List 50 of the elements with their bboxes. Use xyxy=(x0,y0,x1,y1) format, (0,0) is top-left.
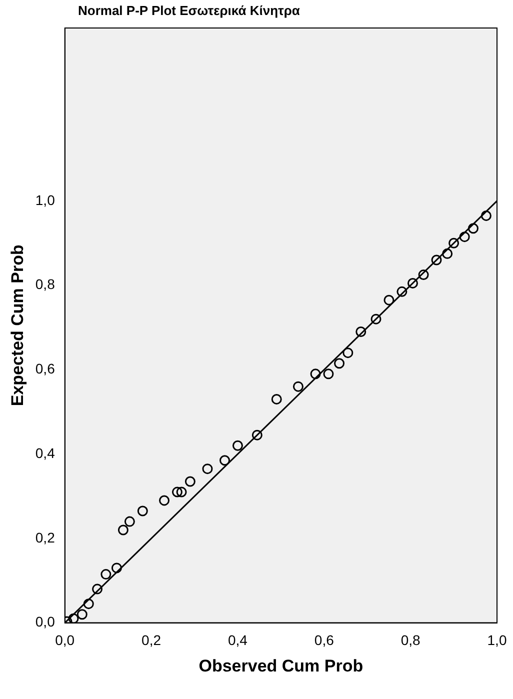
point xyxy=(68,613,79,623)
point xyxy=(232,440,243,451)
x-tick-label: 0,4 xyxy=(228,632,248,648)
point xyxy=(418,270,429,280)
point xyxy=(384,294,394,306)
chart-title: Normal P-P Plot Εσωτερικά Κίνητρα xyxy=(78,3,300,18)
point xyxy=(431,254,442,266)
point xyxy=(292,381,304,392)
point xyxy=(118,524,128,536)
point xyxy=(202,464,213,474)
point xyxy=(323,368,334,380)
point xyxy=(176,486,187,498)
x-tick-label: 0,8 xyxy=(400,632,421,648)
point xyxy=(111,562,122,574)
point xyxy=(310,368,321,380)
point xyxy=(252,430,262,440)
y-axis-title: Expected Cum Prob xyxy=(8,244,27,406)
point xyxy=(271,394,282,404)
y-tick-label: 0,0 xyxy=(35,614,56,630)
y-tick-label: 0,4 xyxy=(35,444,56,461)
point xyxy=(334,358,345,369)
point xyxy=(159,495,170,506)
x-tick-label: 0,2 xyxy=(142,632,162,648)
point xyxy=(83,598,94,610)
point xyxy=(76,609,88,620)
point xyxy=(342,348,354,358)
point xyxy=(448,238,460,248)
point xyxy=(220,455,230,466)
y-tick-label: 1,0 xyxy=(35,192,56,208)
point xyxy=(459,232,470,242)
point xyxy=(184,476,196,487)
point xyxy=(468,223,478,234)
x-axis-title: Observed Cum Prob xyxy=(198,656,364,676)
point xyxy=(480,210,492,221)
x-tick-label: 0,0 xyxy=(55,632,75,648)
y-tick-label: 0,8 xyxy=(35,276,56,292)
point xyxy=(137,506,148,516)
y-tick-label: 0,2 xyxy=(35,529,56,546)
point xyxy=(407,278,418,288)
x-tick-label: 0,6 xyxy=(314,632,334,648)
point xyxy=(100,569,112,580)
x-tick-label: 1,0 xyxy=(487,632,507,648)
y-tick-label: 0,6 xyxy=(35,360,56,377)
point xyxy=(356,326,366,337)
point xyxy=(124,516,135,527)
point xyxy=(396,286,408,297)
point xyxy=(370,314,382,324)
point xyxy=(172,486,182,498)
point xyxy=(92,584,103,594)
point xyxy=(442,248,453,259)
